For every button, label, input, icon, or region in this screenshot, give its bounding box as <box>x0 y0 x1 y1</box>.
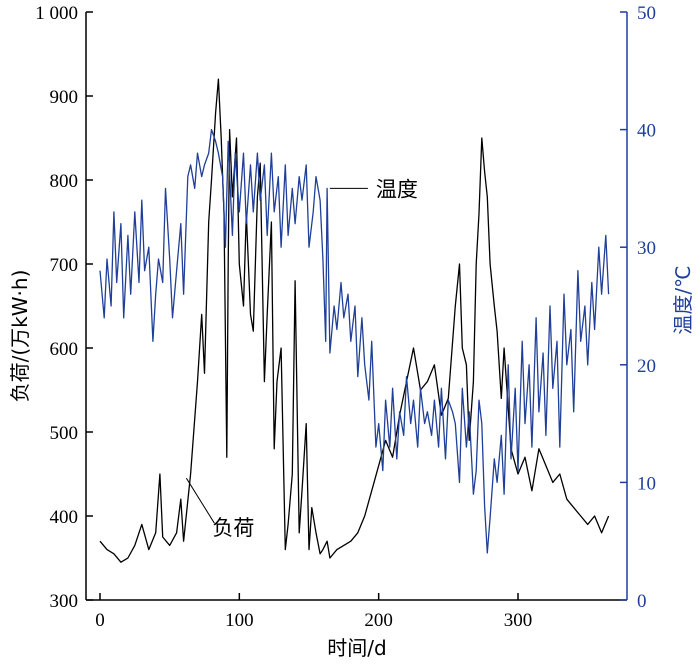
right-y-tick-label: 0 <box>637 591 647 612</box>
axes-frame <box>85 12 628 601</box>
right-y-tick-label: 30 <box>637 238 656 259</box>
load-series-line <box>99 78 610 563</box>
x-tick-label: 100 <box>225 610 254 631</box>
annotation-layer: 负荷 温度 <box>185 177 418 540</box>
left-y-tick-label: 1 000 <box>35 3 78 24</box>
temperature-series-line <box>99 128 610 554</box>
x-tick-label: 300 <box>504 610 533 631</box>
left-y-tick-label: 600 <box>50 339 79 360</box>
x-tick-label: 200 <box>364 610 393 631</box>
x-axis-title: 时间/d <box>327 636 386 660</box>
right-y-tick-label: 20 <box>637 356 656 377</box>
load-annotation-leader <box>185 477 215 524</box>
series-layer <box>99 78 610 563</box>
right-y-tick-label: 50 <box>637 3 656 24</box>
x-tick-label: 0 <box>95 610 105 631</box>
left-y-tick-label: 800 <box>50 171 79 192</box>
right-y-tick-label: 40 <box>637 121 656 142</box>
left-y-tick-label: 900 <box>50 87 79 108</box>
left-y-tick-label: 500 <box>50 423 79 444</box>
load-annotation-label: 负荷 <box>212 516 254 540</box>
left-y-axis-title: 负荷/(万kW·h) <box>8 270 32 403</box>
temperature-annotation-label: 温度 <box>376 177 418 201</box>
left-y-tick-label: 700 <box>50 255 79 276</box>
right-y-axis-title: 温度/℃ <box>671 265 695 334</box>
right-y-tick-label: 10 <box>637 473 656 494</box>
left-y-tick-label: 300 <box>50 591 79 612</box>
left-y-tick-label: 400 <box>50 507 79 528</box>
